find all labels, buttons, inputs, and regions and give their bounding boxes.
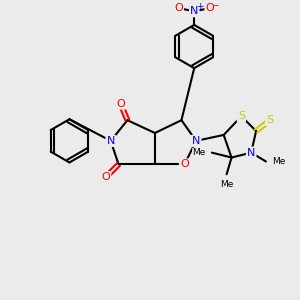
- Text: Me: Me: [272, 157, 285, 166]
- Text: O: O: [116, 98, 125, 109]
- Text: N: N: [247, 148, 255, 158]
- Text: Me: Me: [193, 148, 206, 157]
- Text: O: O: [174, 3, 183, 13]
- Text: S: S: [266, 115, 273, 125]
- Text: −: −: [211, 0, 219, 9]
- Text: N: N: [192, 136, 200, 146]
- Text: O: O: [101, 172, 110, 182]
- Text: O: O: [206, 3, 214, 13]
- Text: Me: Me: [220, 180, 233, 189]
- Text: O: O: [180, 159, 189, 170]
- Text: S: S: [238, 111, 245, 121]
- Text: +: +: [196, 2, 204, 11]
- Text: N: N: [106, 136, 115, 146]
- Text: N: N: [190, 6, 198, 16]
